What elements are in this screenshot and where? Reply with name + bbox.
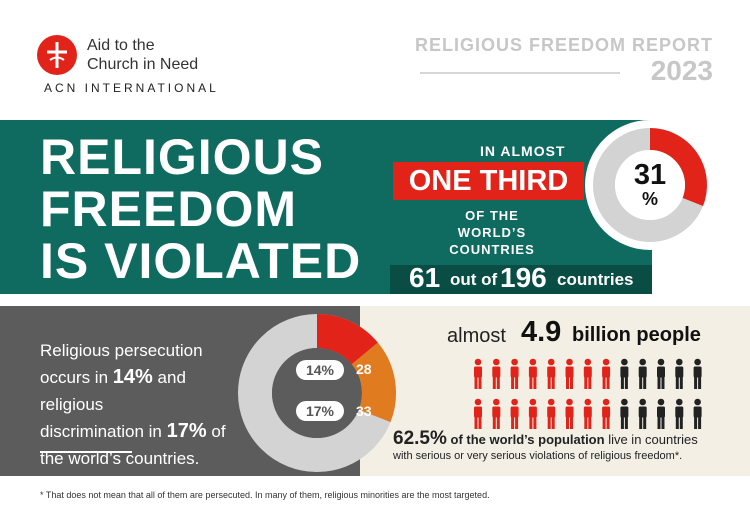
person-icon xyxy=(583,358,592,389)
acn-logo-icon xyxy=(37,35,77,75)
of-worlds-countries-label: OF THE WORLD’S COUNTRIES xyxy=(432,207,552,258)
person-icon xyxy=(657,358,665,389)
persecution-line3: discrimination in 17% of xyxy=(40,420,226,442)
person-icon xyxy=(510,358,519,389)
person-icon xyxy=(474,398,482,429)
people-pictogram xyxy=(474,358,702,429)
ring-arc-persecution xyxy=(316,314,378,365)
person-icon xyxy=(602,358,611,389)
headline-line3: IS VIOLATED xyxy=(40,233,362,289)
population-number: 4.9 xyxy=(521,316,562,348)
person-icon xyxy=(620,358,629,389)
out-of-label: out of xyxy=(450,270,498,289)
person-icon xyxy=(510,398,519,429)
population-share-rest: live in countries xyxy=(608,432,698,447)
persecution-donut xyxy=(238,314,396,472)
person-icon xyxy=(492,398,501,429)
headline-line2: FREEDOM xyxy=(40,181,297,237)
persecution-line1: Religious persecution xyxy=(40,341,203,360)
persecution-text: Religious persecution occurs in 14% and … xyxy=(40,337,240,472)
persecution-count: 28 xyxy=(356,361,372,377)
person-icon xyxy=(547,398,556,429)
discrimination-pct: 17% xyxy=(166,420,207,442)
person-icon xyxy=(583,398,592,429)
persecution-line2: occurs in 14% and religious xyxy=(40,366,186,414)
person-icon xyxy=(565,398,574,429)
person-icon xyxy=(528,358,537,389)
report-title: RELIGIOUS FREEDOM REPORT xyxy=(414,35,713,55)
person-icon xyxy=(638,398,647,429)
countries-total-number: 196 xyxy=(500,262,547,293)
person-icon xyxy=(693,398,702,429)
headline-line1: RELIGIOUS xyxy=(40,129,325,185)
population-panel xyxy=(360,306,750,476)
countries-stat-strip xyxy=(390,265,652,294)
population-share-line2: with serious or very serious violations … xyxy=(393,450,683,462)
donut-arc-31 xyxy=(649,128,707,206)
population-share-pct: 62.5% xyxy=(393,428,447,449)
logo-text-line1: Aid to the xyxy=(87,37,155,54)
persecution-pill: 14% xyxy=(296,360,344,380)
donut-percent-sign: % xyxy=(641,189,658,209)
countries-line: COUNTRIES xyxy=(449,242,535,257)
countries-label: countries xyxy=(557,270,634,289)
almost-label: almost xyxy=(447,325,506,347)
person-icon xyxy=(528,398,537,429)
persecution-line4: the world’s countries. xyxy=(40,449,200,468)
persecution-pct: 14% xyxy=(112,366,153,388)
person-icon xyxy=(675,358,684,389)
countries-violated-number: 61 xyxy=(409,262,441,293)
in-almost-label: IN ALMOST xyxy=(480,143,566,159)
one-third-donut xyxy=(585,120,715,250)
donut-center xyxy=(615,150,685,220)
person-icon xyxy=(657,398,665,429)
report-divider xyxy=(420,72,620,74)
population-share-line: 62.5% of the world’s population live in … xyxy=(393,428,713,450)
person-icon xyxy=(693,358,702,389)
person-icon xyxy=(492,358,501,389)
logo-org-name: ACN INTERNATIONAL xyxy=(44,81,219,95)
donut-percent-number: 31 xyxy=(633,159,667,191)
footnote: * That does not mean that all of them ar… xyxy=(40,490,490,500)
person-icon xyxy=(602,398,611,429)
report-year: 2023 xyxy=(650,55,713,86)
ring-arc-discrimination xyxy=(351,342,396,423)
billion-people-label: billion people xyxy=(572,324,701,346)
person-icon xyxy=(638,358,647,389)
person-icon xyxy=(620,398,629,429)
person-icon xyxy=(474,358,482,389)
logo-text-line2: Church in Need xyxy=(87,56,199,73)
of-worlds-line: OF THE WORLD’S xyxy=(457,208,527,240)
donut-percent-label: 31 % xyxy=(620,160,680,208)
person-icon xyxy=(565,358,574,389)
discrimination-pill: 17% xyxy=(296,401,344,421)
persecution-divider xyxy=(40,451,132,453)
person-icon xyxy=(675,398,684,429)
person-icon xyxy=(547,358,556,389)
one-third-highlight: ONE THIRD xyxy=(393,162,584,200)
population-share-label: of the world’s population xyxy=(450,432,605,447)
discrimination-count: 33 xyxy=(356,403,372,419)
